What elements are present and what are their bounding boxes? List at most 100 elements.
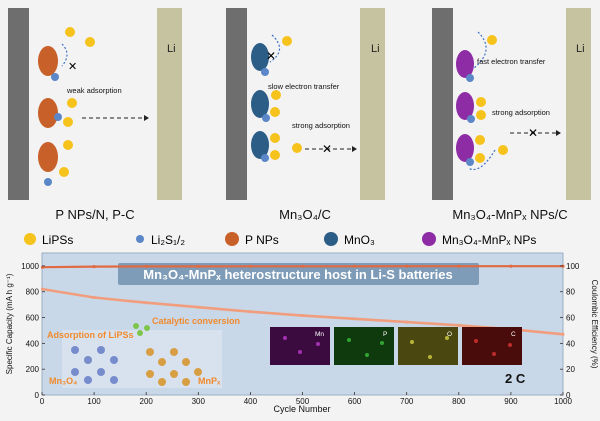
cathode-bar — [8, 8, 29, 200]
y2-tick-label: 0 — [566, 391, 571, 400]
crystal-structure-image: Adsorption of LiPSs Catalytic conversion… — [47, 316, 240, 388]
annotation-catalytic: Catalytic conversion — [152, 316, 240, 326]
capacity-point — [405, 320, 409, 324]
li2s-dot — [261, 154, 269, 162]
x-tick-label: 100 — [87, 397, 101, 406]
legend-label: LiPSs — [42, 233, 73, 247]
eds-maps: Mn P O C — [270, 327, 522, 365]
schematic-panel-2: Li ✕ ✕ slow electron transfer strong ads… — [226, 8, 385, 200]
efficiency-point — [144, 264, 148, 268]
capacity-point — [561, 332, 565, 336]
cycling-chart: Mn₃O₄-MnPₓ heterostructure host in Li-S … — [5, 252, 599, 414]
capacity-point — [92, 295, 96, 300]
legend-label: P NPs — [245, 233, 279, 247]
x-axis-label: Cycle Number — [273, 404, 330, 414]
series-layer — [40, 264, 565, 336]
schematic-panel-3: Li ✕ fast electron transfer strong adsor… — [432, 8, 591, 200]
x-tick-label: 700 — [400, 397, 414, 406]
reaction-arrow — [467, 149, 496, 171]
reaction-arrow — [473, 31, 487, 69]
y-tick-label: 0 — [35, 391, 40, 400]
y2-tick-label: 80 — [566, 288, 575, 297]
panel-note: strong adsorption — [292, 121, 350, 130]
y-tick-label: 400 — [26, 339, 40, 348]
legend-label: Li₂S₁/₂ — [151, 233, 185, 247]
mno-particle — [251, 43, 269, 71]
lips-dot — [270, 133, 280, 143]
y2-tick-label: 40 — [566, 339, 575, 348]
panel-note: strong adsorption — [492, 108, 550, 117]
legend-marker-pnp — [225, 232, 239, 246]
efficiency-point — [405, 264, 409, 268]
li-label: Li — [167, 43, 176, 55]
x-tick-label: 600 — [348, 397, 362, 406]
annotation-adsorption: Adsorption of LiPSs — [47, 330, 134, 340]
x-tick-label: 1000 — [554, 397, 572, 406]
lips-dot — [85, 37, 95, 47]
li-label: Li — [576, 43, 585, 55]
efficiency-point — [40, 265, 45, 269]
rate-label: 2 C — [505, 371, 526, 386]
panel-caption: Mn₃O₄-MnPₓ NPs/C — [452, 207, 567, 222]
blocked-cross: ✕ — [322, 142, 332, 156]
lips-dot — [63, 140, 73, 150]
composite-particle — [456, 134, 474, 162]
efficiency-point — [196, 264, 200, 268]
efficiency-point — [300, 264, 305, 268]
reaction-arrow — [61, 43, 68, 67]
efficiency-point — [509, 264, 513, 268]
capacity-point — [300, 314, 305, 318]
li-label: Li — [371, 43, 380, 55]
eds-label: Mn — [315, 331, 324, 338]
legend-marker-mno — [324, 232, 338, 246]
lithium-bar — [360, 8, 385, 200]
li2s-dot — [466, 158, 474, 166]
p-np-particle — [38, 46, 58, 76]
lips-dot — [67, 98, 77, 108]
li2s-dot — [261, 68, 269, 76]
lips-dot — [476, 97, 486, 107]
lips-dot — [282, 36, 292, 46]
efficiency-point — [92, 265, 96, 269]
lips-dot — [65, 27, 75, 37]
lips-dot — [475, 153, 485, 163]
y2-axis-label: Coulombic Efficiency (%) — [590, 280, 599, 369]
panel-note: slow electron transfer — [268, 82, 340, 91]
panel-note: weak adsorption — [66, 86, 122, 95]
y-axis-label: Specific Capacity (mA h g⁻¹) — [5, 273, 14, 374]
lips-dot — [271, 90, 281, 100]
lips-dot — [270, 107, 280, 117]
reaction-arrow — [269, 34, 281, 63]
panel-caption: P NPs/N, P-C — [55, 207, 134, 222]
composite-particle — [456, 92, 474, 120]
lithium-bar — [566, 8, 591, 200]
lips-dot — [292, 143, 302, 153]
annotation-mn3o4: Mn₃O₄ — [49, 376, 77, 386]
y-tick-label: 600 — [26, 314, 40, 323]
li2s-dot — [44, 178, 52, 186]
lips-dot — [63, 117, 73, 127]
legend-marker-lips — [24, 233, 36, 245]
eds-map-o — [398, 327, 458, 365]
capacity-point — [144, 301, 148, 305]
annotation-mnpx: MnPₓ — [198, 376, 221, 386]
y-tick-label: 200 — [26, 365, 40, 374]
legend-label: MnO₃ — [344, 233, 375, 247]
p-np-particle — [38, 98, 58, 128]
lips-dot — [487, 35, 497, 45]
lips-dot — [498, 145, 508, 155]
efficiency-point — [353, 264, 357, 268]
eds-map-c — [462, 327, 522, 365]
cathode-bar — [432, 8, 453, 200]
y2-tick-label: 60 — [566, 314, 575, 323]
capacity-point — [40, 287, 45, 291]
capacity-point — [248, 310, 252, 314]
schematic-panel-1: Li ✕ weak adsorption — [8, 8, 182, 200]
tick-layer: 0 100 200 300 400 500 600 700 800 900 100002004006… — [21, 262, 580, 406]
lips-dot — [476, 110, 486, 120]
banner-text: Mn₃O₄-MnPₓ heterostructure host in Li-S … — [143, 267, 453, 282]
legend-marker-li2s — [136, 235, 144, 243]
x-tick-label: 500 — [296, 397, 310, 406]
eds-map-p — [334, 327, 394, 365]
